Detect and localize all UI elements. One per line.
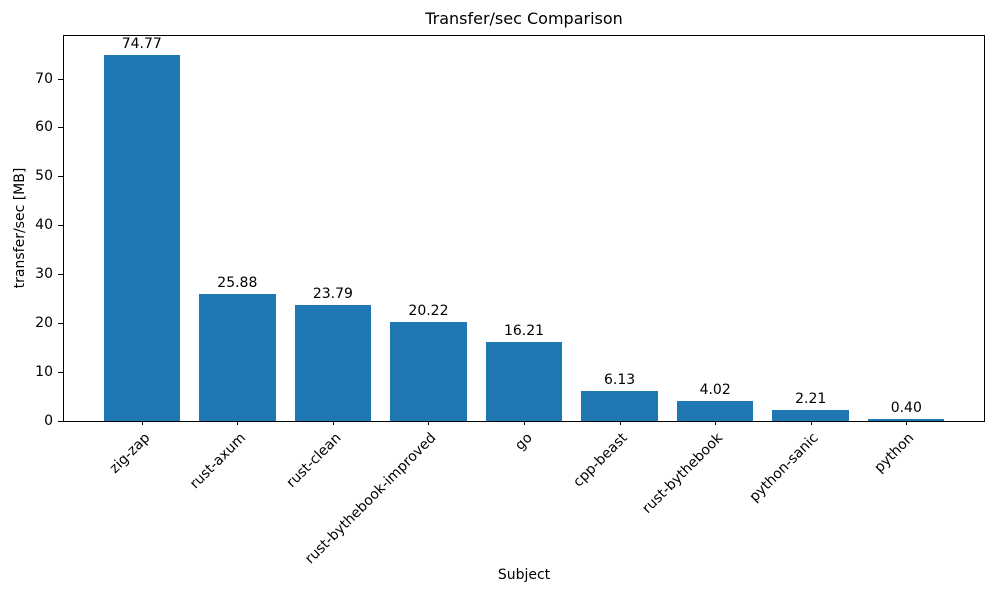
- y-tick-mark: [58, 421, 63, 422]
- x-tick-label-rust-bythebook: rust-bythebook: [639, 430, 727, 517]
- x-tick-mark: [332, 421, 334, 425]
- bar-slot-python-sanic: 2.21 python-sanic: [747, 36, 859, 505]
- bar-value-label: 16.21: [503, 322, 545, 339]
- x-tick-mark: [141, 421, 143, 425]
- x-tick-mark: [906, 421, 908, 425]
- x-tick-label-zig-zap: zig-zap: [106, 430, 154, 477]
- bar-python: [868, 419, 945, 421]
- y-tick-mark: [58, 127, 63, 129]
- bar-value-label: 25.88: [217, 275, 258, 292]
- x-tick-mark: [715, 421, 717, 425]
- x-tick-mark: [428, 421, 430, 425]
- bar-slot-go: 16.21 go: [476, 36, 572, 454]
- y-tick-label-10: 10: [35, 364, 53, 381]
- y-tick-mark: [58, 323, 63, 325]
- y-tick-label-20: 20: [35, 315, 53, 332]
- chart-title: Transfer/sec Comparison: [425, 9, 623, 28]
- bar-rust-bythebook: [676, 401, 754, 421]
- bar-rust-clean: [294, 304, 372, 421]
- bar-slot-rust-clean: 23.79 rust-clean: [283, 36, 381, 491]
- bar-value-label: 2.21: [795, 391, 827, 408]
- y-tick-label-0: 0: [44, 413, 53, 429]
- plot-area: 74.77 zig-zap 25.88 rust-axum 23.79 rust-clea…: [63, 35, 985, 567]
- bar-zig-zap: [103, 55, 180, 421]
- y-tick-label-70: 70: [35, 70, 53, 87]
- y-tick-label-50: 50: [35, 168, 53, 185]
- bar-value-label: 6.13: [604, 372, 636, 389]
- y-axis-ticks: 0 10 20 30 40 50 60 70: [0, 35, 63, 429]
- bar-slot-rust-bythebook-improved: 20.22 rust-bythebook-improved: [303, 36, 477, 567]
- bars-container: 74.77 zig-zap 25.88 rust-axum 23.79 rust-clea…: [64, 36, 984, 567]
- x-tick-mark: [810, 421, 812, 425]
- y-tick-label-40: 40: [35, 217, 53, 234]
- y-tick-label-60: 60: [35, 119, 53, 136]
- bar-value-label: 4.02: [699, 382, 731, 399]
- bar-slot-python: 0.40 python: [859, 36, 955, 476]
- bar-rust-bythebook-improved: [390, 322, 467, 421]
- bar-rust-axum: [199, 294, 276, 421]
- bar-python-sanic: [772, 410, 849, 421]
- bar-value-label: 74.77: [121, 36, 162, 53]
- x-tick-label-python: python: [871, 430, 918, 476]
- x-tick-label-python-sanic: python-sanic: [746, 430, 823, 506]
- x-tick-label-go: go: [511, 430, 536, 454]
- bar-cpp-beast: [581, 391, 658, 421]
- y-tick-mark: [58, 225, 63, 227]
- bar-slot-cpp-beast: 6.13 cpp-beast: [571, 36, 668, 490]
- x-tick-label-cpp-beast: cpp-beast: [570, 430, 631, 491]
- bar-value-label: 0.40: [890, 400, 922, 417]
- x-tick-label-rust-clean: rust-clean: [283, 430, 345, 491]
- x-tick-mark: [237, 421, 239, 425]
- y-tick-mark: [58, 372, 63, 374]
- bar-slot-rust-axum: 25.88 rust-axum: [187, 36, 286, 492]
- y-tick-mark: [58, 176, 63, 178]
- x-tick-mark: [524, 421, 526, 425]
- bar-slot-zig-zap: 74.77 zig-zap: [94, 36, 190, 477]
- x-axis-label: Subject: [497, 567, 551, 583]
- bar-go: [485, 341, 563, 421]
- bar-value-label: 23.79: [312, 285, 353, 302]
- x-tick-mark: [619, 421, 621, 425]
- x-tick-label-rust-axum: rust-axum: [186, 430, 249, 493]
- y-tick-mark: [58, 274, 63, 276]
- bar-value-label: 20.22: [408, 303, 449, 320]
- y-tick-label-30: 30: [35, 266, 53, 283]
- bar-slot-rust-bythebook: 4.02 rust-bythebook: [640, 36, 763, 517]
- y-tick-mark: [58, 78, 63, 80]
